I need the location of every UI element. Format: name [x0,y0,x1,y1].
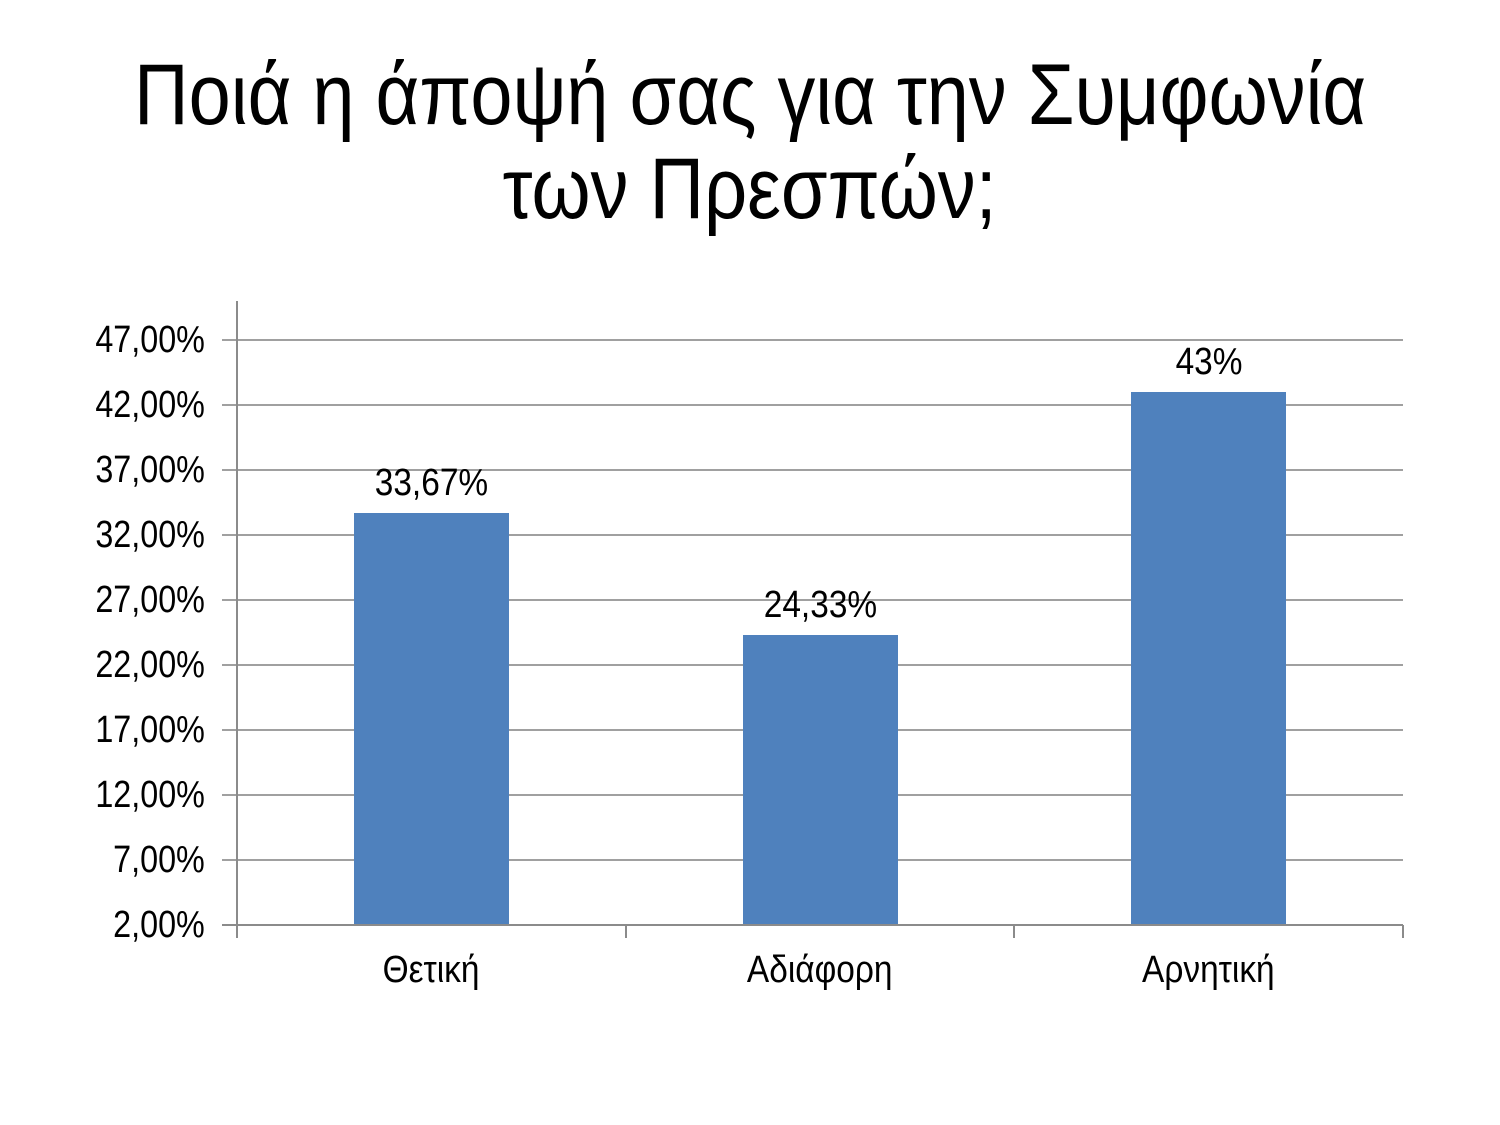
x-axis-category-label-text: Αδιάφορη [747,949,893,991]
y-axis-line [236,301,238,926]
y-axis-tick-label-text: 7,00% [113,839,205,881]
chart-title-line-1: Ποιά η άποψή σας για την Συμφωνία [133,47,1367,143]
chart-title: Ποιά η άποψή σας για την Συμφωνία των Πρ… [0,48,1500,236]
y-axis-tick-label-text: 42,00% [95,384,205,426]
chart-title-row: των Πρεσπών; [0,142,1500,236]
x-axis-category-label: Θετική [261,948,601,992]
x-axis-tick [1013,925,1016,938]
x-axis-category-label-text: Αρνητική [1142,949,1275,991]
bar [353,513,509,925]
x-axis-tick [236,925,238,938]
x-axis-tick [624,925,627,938]
chart-title-line-2: των Πρεσπών; [502,141,998,237]
gridline [222,469,1403,471]
bar-value-label: 33,67% [281,461,581,505]
y-axis-tick-label: 27,00% [0,578,205,622]
bar [1131,392,1287,925]
gridline [222,534,1403,536]
gridline [222,404,1403,406]
y-axis-tick-label: 22,00% [0,643,205,687]
x-axis-category-label-text: Θετική [382,949,480,991]
y-axis-tick-label: 42,00% [0,383,205,427]
chart-title-row: Ποιά η άποψή σας για την Συμφωνία [0,48,1500,142]
y-axis-tick-label: 7,00% [0,838,205,882]
gridline [222,339,1403,341]
x-axis-category-label: Αρνητική [1039,948,1379,992]
y-axis-tick-label-text: 12,00% [95,774,205,816]
y-axis-tick-label: 47,00% [0,318,205,362]
y-axis-tick-label-text: 27,00% [95,579,205,621]
x-axis-tick [1402,925,1404,938]
y-axis-tick-label-text: 47,00% [95,319,205,361]
y-axis-tick-label-text: 17,00% [95,709,205,751]
y-axis-tick-label-text: 37,00% [95,449,205,491]
x-axis-line [222,924,1403,926]
y-axis-tick-label: 37,00% [0,448,205,492]
gridline [222,599,1403,601]
bar [742,634,898,925]
x-axis-category-label: Αδιάφορη [650,948,990,992]
y-axis-tick-label-text: 2,00% [113,904,205,946]
y-axis-tick-label: 2,00% [0,903,205,947]
bar-value-label-text: 43% [1175,341,1243,383]
y-axis-tick-label-text: 22,00% [95,644,205,686]
bar-value-label-text: 24,33% [763,583,877,626]
bar-value-label: 24,33% [670,583,970,627]
y-axis-tick-label: 12,00% [0,773,205,817]
bar-value-label-text: 33,67% [374,462,489,505]
y-axis-tick-label: 32,00% [0,513,205,557]
y-axis-tick-label-text: 32,00% [95,514,205,556]
y-axis-tick-label: 17,00% [0,708,205,752]
bar-value-label: 43% [1059,340,1359,384]
